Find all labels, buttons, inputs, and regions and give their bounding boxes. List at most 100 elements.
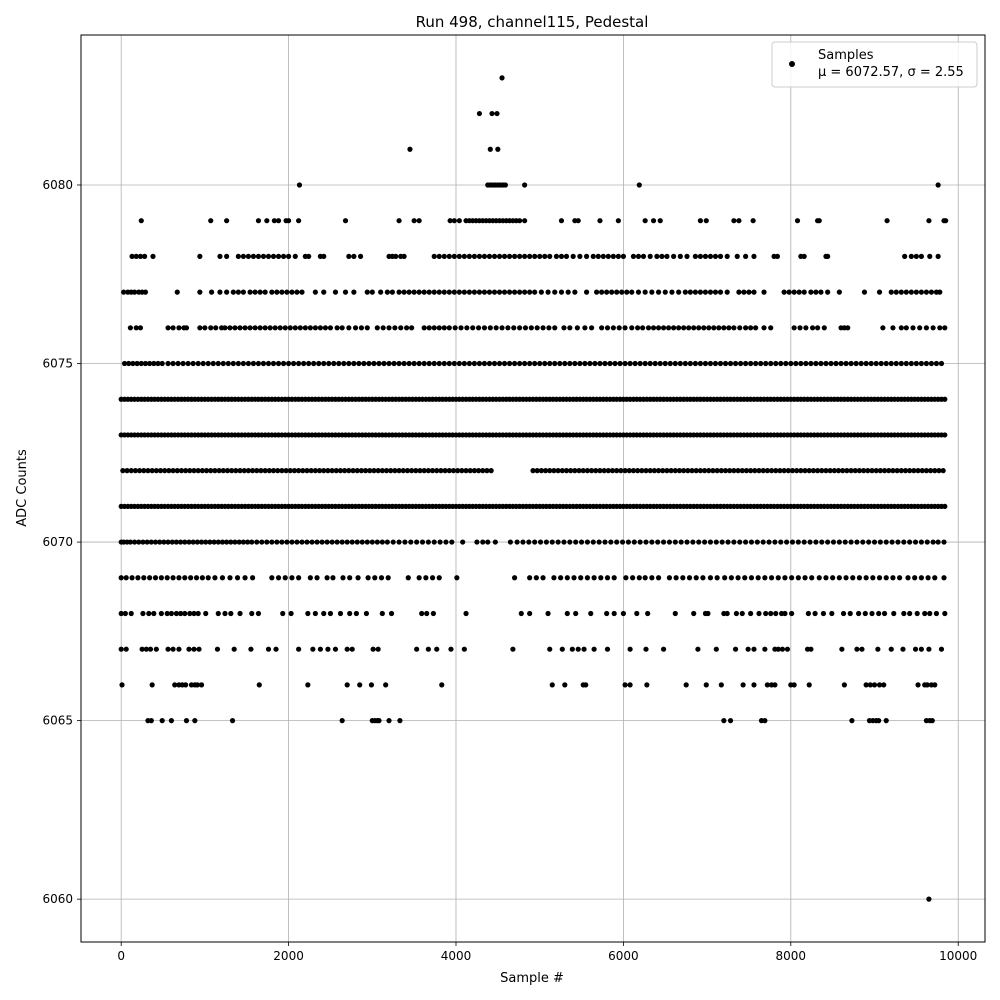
sample-point bbox=[234, 575, 241, 581]
sample-point bbox=[411, 360, 417, 367]
sample-point bbox=[686, 575, 693, 581]
sample-point bbox=[751, 289, 757, 295]
sample-point bbox=[364, 539, 370, 545]
sample-point bbox=[170, 575, 176, 581]
sample-point bbox=[580, 468, 586, 474]
sample-point bbox=[858, 360, 864, 367]
sample-point bbox=[229, 718, 236, 724]
sample-point bbox=[564, 610, 570, 617]
sample-point bbox=[696, 539, 702, 545]
sample-point bbox=[785, 468, 791, 474]
sample-point bbox=[232, 539, 238, 545]
sample-point bbox=[595, 253, 601, 259]
sample-point bbox=[347, 575, 353, 581]
sample-point bbox=[608, 539, 614, 545]
sample-point bbox=[269, 539, 275, 545]
sample-point bbox=[342, 218, 349, 224]
sample-point bbox=[232, 325, 238, 331]
sample-point bbox=[151, 610, 157, 617]
sample-point bbox=[240, 360, 246, 367]
sample-point bbox=[902, 253, 908, 259]
sample-point bbox=[517, 289, 523, 295]
sample-point bbox=[538, 289, 544, 295]
sample-point bbox=[637, 539, 643, 545]
sample-point bbox=[421, 360, 427, 367]
sample-point bbox=[737, 360, 744, 367]
sample-point bbox=[696, 325, 702, 331]
sample-point bbox=[325, 468, 331, 474]
sample-point bbox=[911, 468, 917, 474]
chart-title: Run 498, channel115, Pedestal bbox=[416, 13, 649, 31]
sample-point bbox=[748, 539, 755, 545]
sample-point bbox=[356, 360, 362, 367]
sample-point bbox=[660, 468, 666, 474]
sample-point bbox=[829, 610, 835, 617]
sample-point bbox=[371, 360, 377, 367]
sample-point bbox=[908, 360, 914, 367]
sample-point bbox=[197, 253, 203, 259]
sample-point bbox=[224, 468, 231, 474]
sample-point bbox=[581, 646, 587, 652]
sample-point bbox=[786, 289, 792, 295]
sample-point bbox=[193, 575, 200, 581]
sample-point bbox=[743, 325, 749, 331]
sample-point bbox=[305, 682, 311, 688]
sample-point bbox=[692, 289, 698, 295]
sample-point bbox=[615, 218, 621, 224]
sample-point bbox=[401, 289, 407, 295]
sample-point bbox=[282, 575, 288, 581]
sample-point bbox=[660, 325, 667, 331]
sample-point bbox=[451, 218, 457, 224]
sample-point bbox=[346, 468, 352, 474]
sample-point bbox=[712, 253, 719, 259]
sample-point bbox=[486, 360, 493, 367]
sample-point bbox=[677, 253, 683, 259]
y-tick-label: 6080 bbox=[42, 178, 73, 192]
sample-point bbox=[258, 468, 264, 474]
sample-point bbox=[451, 253, 457, 259]
sample-point bbox=[463, 468, 469, 474]
sample-point bbox=[255, 253, 262, 259]
sample-point bbox=[922, 610, 928, 617]
sample-point bbox=[610, 325, 616, 331]
sample-point bbox=[645, 325, 652, 331]
sample-point bbox=[147, 575, 153, 581]
sample-point bbox=[142, 253, 148, 259]
sample-point bbox=[353, 610, 359, 617]
sample-point bbox=[782, 610, 788, 617]
sample-point bbox=[249, 539, 255, 545]
sample-point bbox=[481, 253, 488, 259]
sample-point bbox=[264, 218, 270, 224]
sample-point bbox=[615, 253, 621, 259]
sample-point bbox=[176, 646, 182, 652]
sample-point bbox=[686, 325, 692, 331]
sample-point bbox=[183, 325, 190, 331]
sample-point bbox=[642, 218, 648, 224]
sample-point bbox=[942, 432, 948, 438]
sample-point bbox=[471, 468, 478, 474]
sample-point bbox=[718, 682, 724, 688]
sample-point bbox=[235, 289, 241, 295]
y-tick-label: 6060 bbox=[42, 892, 73, 906]
sample-point bbox=[324, 575, 330, 581]
sample-point bbox=[368, 682, 375, 688]
sample-point bbox=[252, 325, 258, 331]
sample-point bbox=[129, 253, 135, 259]
sample-point bbox=[400, 468, 406, 474]
sample-point bbox=[447, 218, 453, 224]
sample-point bbox=[237, 610, 243, 617]
sample-point bbox=[214, 646, 221, 652]
sample-point bbox=[570, 253, 576, 259]
sample-point bbox=[334, 325, 340, 331]
sample-point bbox=[438, 468, 444, 474]
sample-point bbox=[732, 646, 739, 652]
points-layer bbox=[118, 75, 949, 902]
sample-point bbox=[913, 360, 919, 367]
sample-point bbox=[596, 539, 602, 545]
sample-point bbox=[127, 539, 133, 545]
legend-entry-stats: μ = 6072.57, σ = 2.55 bbox=[818, 65, 964, 80]
sample-point bbox=[522, 253, 528, 259]
sample-point bbox=[336, 360, 342, 367]
sample-point bbox=[707, 539, 714, 545]
